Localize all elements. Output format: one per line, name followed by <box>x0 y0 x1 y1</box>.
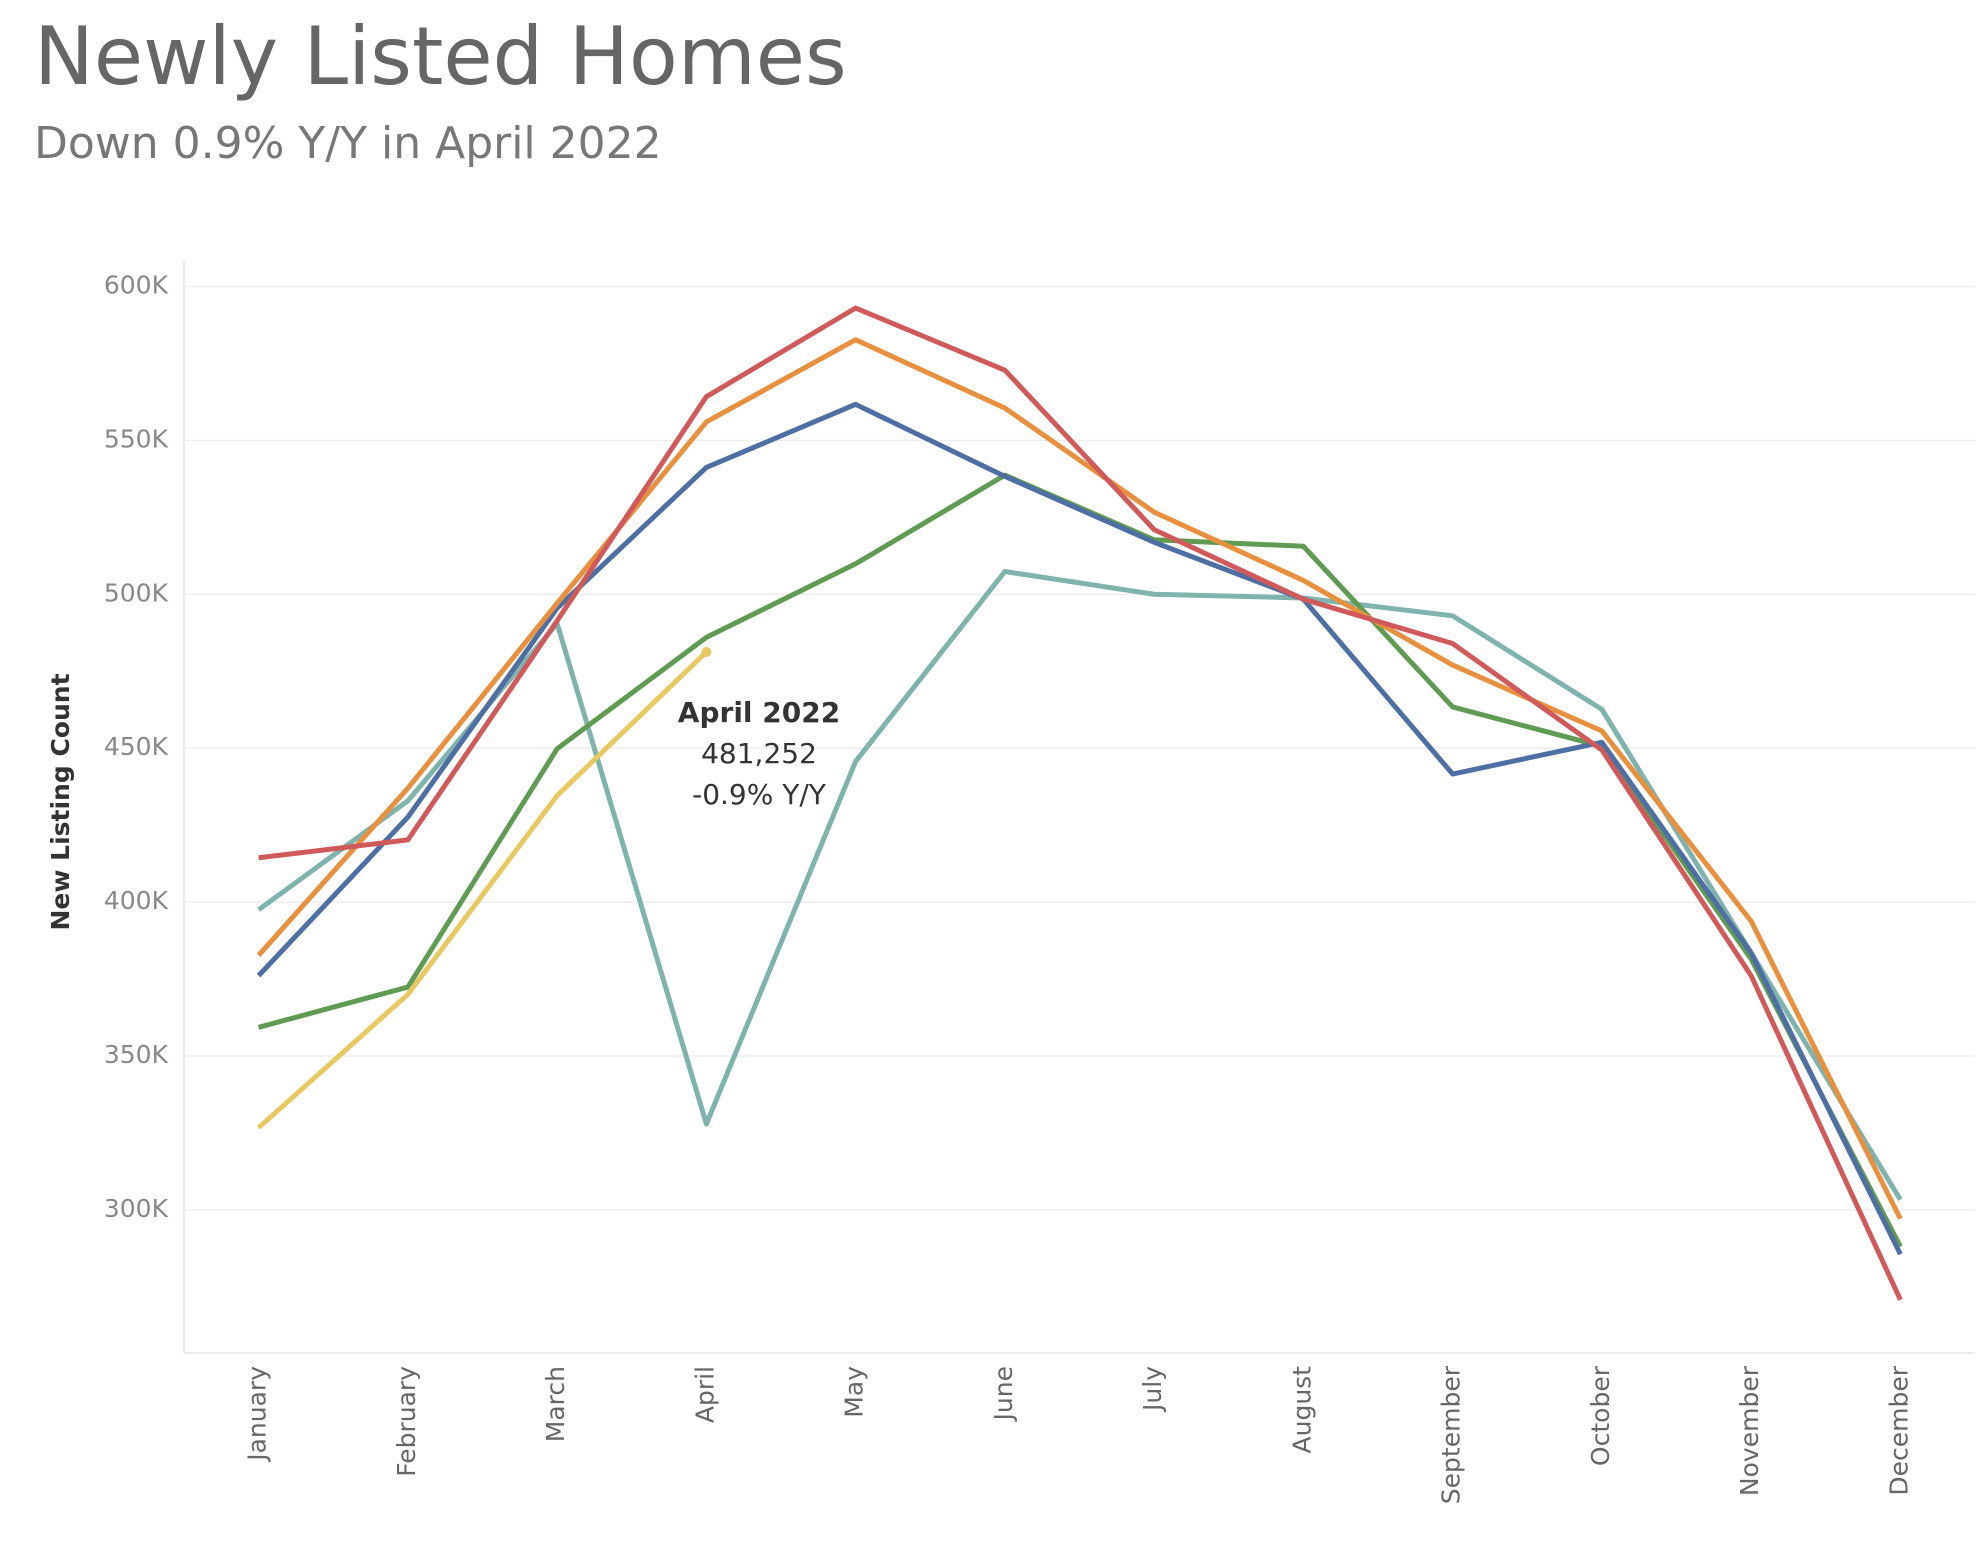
series-line <box>257 472 1903 1248</box>
x-tick-label: April <box>690 1366 719 1423</box>
x-tick-label: September <box>1437 1365 1466 1504</box>
y-tick-label: 350K <box>104 1040 169 1069</box>
series-line <box>256 650 709 1130</box>
annotation-change: -0.9% Y/Y <box>692 778 827 811</box>
x-tick-label: June <box>989 1366 1018 1422</box>
highlight-point <box>701 646 712 657</box>
series-line <box>258 305 1903 1301</box>
x-tick-label: January <box>243 1366 272 1463</box>
y-tick-label: 450K <box>104 732 169 761</box>
x-tick-label: December <box>1884 1365 1913 1495</box>
y-tick-label: 600K <box>104 270 169 299</box>
x-tick-label: May <box>840 1366 869 1418</box>
x-tick-label: March <box>541 1366 570 1442</box>
chart-subtitle: Down 0.9% Y/Y in April 2022 <box>34 118 662 169</box>
y-tick-label: 300K <box>104 1194 169 1223</box>
annotation-value: 481,252 <box>701 737 817 770</box>
x-tick-label: October <box>1586 1365 1615 1466</box>
y-axis-label: New Listing Count <box>46 673 75 930</box>
series-line <box>256 401 1903 1256</box>
x-tick-label: July <box>1138 1366 1167 1413</box>
x-tick-label: February <box>392 1366 421 1477</box>
x-tick-label: August <box>1287 1366 1316 1454</box>
x-tick-label: November <box>1735 1365 1764 1496</box>
chart-title: Newly Listed Homes <box>34 10 847 103</box>
annotation-title: April 2022 <box>678 696 840 729</box>
series-line <box>256 337 1903 1220</box>
y-tick-label: 500K <box>104 578 169 607</box>
y-tick-label: 550K <box>104 424 169 453</box>
y-tick-label: 400K <box>104 886 169 915</box>
